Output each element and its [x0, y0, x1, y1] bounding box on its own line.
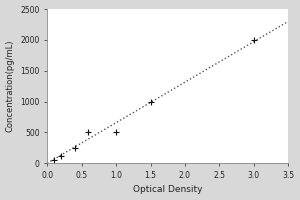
- X-axis label: Optical Density: Optical Density: [133, 185, 202, 194]
- Y-axis label: Concentration(pg/mL): Concentration(pg/mL): [6, 40, 15, 132]
